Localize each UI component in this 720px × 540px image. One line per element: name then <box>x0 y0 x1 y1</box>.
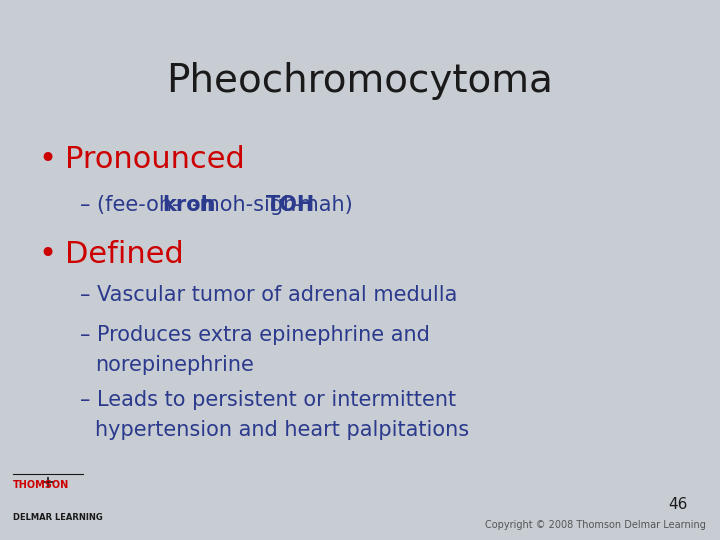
Text: -moh-sigh-: -moh-sigh- <box>192 195 304 215</box>
Text: 46: 46 <box>668 497 688 512</box>
Text: Copyright © 2008 Thomson Delmar Learning: Copyright © 2008 Thomson Delmar Learning <box>485 520 706 530</box>
Text: DELMAR LEARNING: DELMAR LEARNING <box>13 512 103 522</box>
Text: Pronounced: Pronounced <box>66 145 245 174</box>
Text: – Vascular tumor of adrenal medulla: – Vascular tumor of adrenal medulla <box>80 285 457 305</box>
Text: Defined: Defined <box>66 240 184 269</box>
Text: TOH: TOH <box>266 195 315 215</box>
Text: THOMSON: THOMSON <box>13 480 69 490</box>
Text: -mah): -mah) <box>291 195 353 215</box>
Text: – (fee-oh-: – (fee-oh- <box>80 195 179 215</box>
Text: kroh: kroh <box>162 195 215 215</box>
Text: hypertension and heart palpitations: hypertension and heart palpitations <box>95 420 469 440</box>
Text: – Produces extra epinephrine and: – Produces extra epinephrine and <box>80 325 430 345</box>
Text: – Leads to persistent or intermittent: – Leads to persistent or intermittent <box>80 390 456 410</box>
Text: •: • <box>38 145 56 174</box>
Text: norepinephrine: norepinephrine <box>95 355 254 375</box>
Text: Pheochromocytoma: Pheochromocytoma <box>166 62 554 100</box>
Text: •: • <box>38 240 56 269</box>
